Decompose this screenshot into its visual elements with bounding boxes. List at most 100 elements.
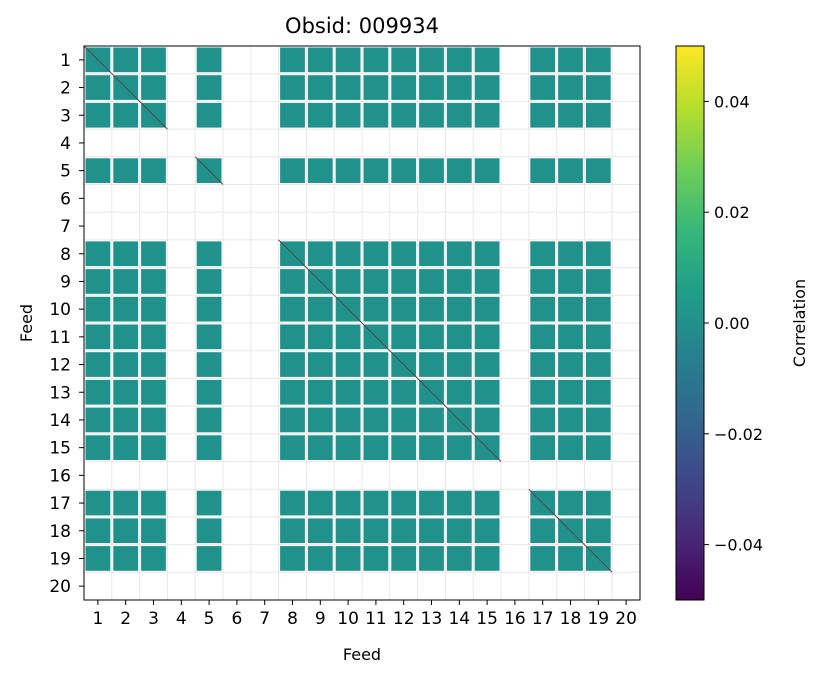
heatmap-cell [113,296,139,322]
heatmap-cell [335,352,361,377]
heatmap-cell [307,518,333,544]
colorbar: 0.04 0.02 0.00 −0.02 −0.04 Correlation [675,45,809,601]
heatmap-cell [585,324,611,350]
heatmap-cell [113,379,139,405]
heatmap-cell [363,269,389,294]
heatmap-cell [474,296,500,322]
colorbar-tick-label: 0.04 [714,92,750,111]
heatmap-cell [335,269,361,294]
diagonal-mark [111,73,140,102]
heatmap-cell [113,324,139,350]
x-tick-label: 6 [231,609,242,629]
heatmap-cell [474,241,500,267]
x-tick-label: 4 [176,609,187,629]
grid-lines [84,46,640,600]
heatmap-cell [307,158,333,183]
heatmap-cell [446,435,472,460]
heatmap-cell [446,324,472,350]
heatmap-cell [335,435,361,460]
colorbar-tick-label: −0.04 [714,536,763,555]
heatmap-cell [446,296,472,322]
heatmap-cell [113,158,139,183]
x-tick-label: 9 [315,609,326,629]
heatmap-cell [558,269,583,294]
x-tick-label: 20 [615,609,637,629]
heatmap-cell [585,407,611,433]
heatmap-cell [141,158,166,183]
heatmap-cell [196,324,222,350]
heatmap-cell [196,102,222,128]
heatmap-cell [585,75,611,100]
heatmap-cell [446,158,472,183]
heatmap-cell [85,269,111,294]
heatmap-cell [585,435,611,460]
heatmap-cell [585,352,611,377]
y-tick-label: 12 [49,356,71,376]
x-tick-label: 3 [148,609,159,629]
heatmap-cell [196,352,222,377]
y-tick-label: 18 [49,522,71,542]
heatmap-cell [280,546,305,571]
heatmap-cell [307,47,333,73]
heatmap-cell [530,352,556,377]
heatmap-cell [391,296,417,322]
y-tick-label: 3 [60,106,71,126]
heatmap-cell [280,75,305,100]
heatmap-cell [474,158,500,183]
heatmap-cell [558,158,583,183]
heatmap-cell [113,546,139,571]
heatmap-cell [530,75,556,100]
x-tick-label: 1 [92,609,103,629]
heatmap-cell [335,75,361,100]
heatmap-cell [363,490,389,516]
heatmap-cell [474,102,500,128]
heatmap-cell [363,546,389,571]
heatmap-cell [446,352,472,377]
heatmap-cell [280,296,305,322]
heatmap-cell [335,490,361,516]
heatmap-cell [391,102,417,128]
y-tick-label: 4 [60,134,71,154]
heatmap-cell [85,407,111,433]
heatmap-cell [419,352,444,377]
heatmap-cell [113,518,139,544]
heatmap-cell [446,102,472,128]
heatmap-cell [558,490,583,516]
heatmap-cell [280,352,305,377]
heatmap-cell [446,47,472,73]
heatmap-cell [280,102,305,128]
heatmap-cell [558,352,583,377]
heatmap-cell [558,379,583,405]
heatmap-cell [85,102,111,128]
heatmap-cell [113,102,139,128]
heatmap-cell [391,47,417,73]
y-tick-label: 19 [49,549,71,569]
heatmap-cell [446,490,472,516]
heatmap-cell [85,518,111,544]
heatmap-cell [558,75,583,100]
diagonal-mark [445,405,474,435]
heatmap-cell [474,352,500,377]
x-tick-label: 18 [560,609,582,629]
heatmap-cell [307,296,333,322]
heatmap-cell [585,269,611,294]
diagonal-mark [194,156,224,185]
heatmap-cell [446,241,472,267]
heatmap-cell [85,546,111,571]
x-tick-label: 11 [365,609,387,629]
x-tick-label: 7 [259,609,270,629]
y-tick-label: 7 [60,217,71,237]
heatmap-cell [280,269,305,294]
diagonal-mark [528,488,557,518]
heatmap-cell [307,490,333,516]
heatmap-cell [335,324,361,350]
heatmap-cell [474,379,500,405]
heatmap-cell [141,269,166,294]
heatmap-cell [196,75,222,100]
diagonal-mark [306,267,335,296]
heatmap-cell [558,102,583,128]
heatmap-cell [196,490,222,516]
x-axis-label: Feed [343,645,381,664]
heatmap-cell [474,490,500,516]
heatmap-cell [141,47,166,73]
